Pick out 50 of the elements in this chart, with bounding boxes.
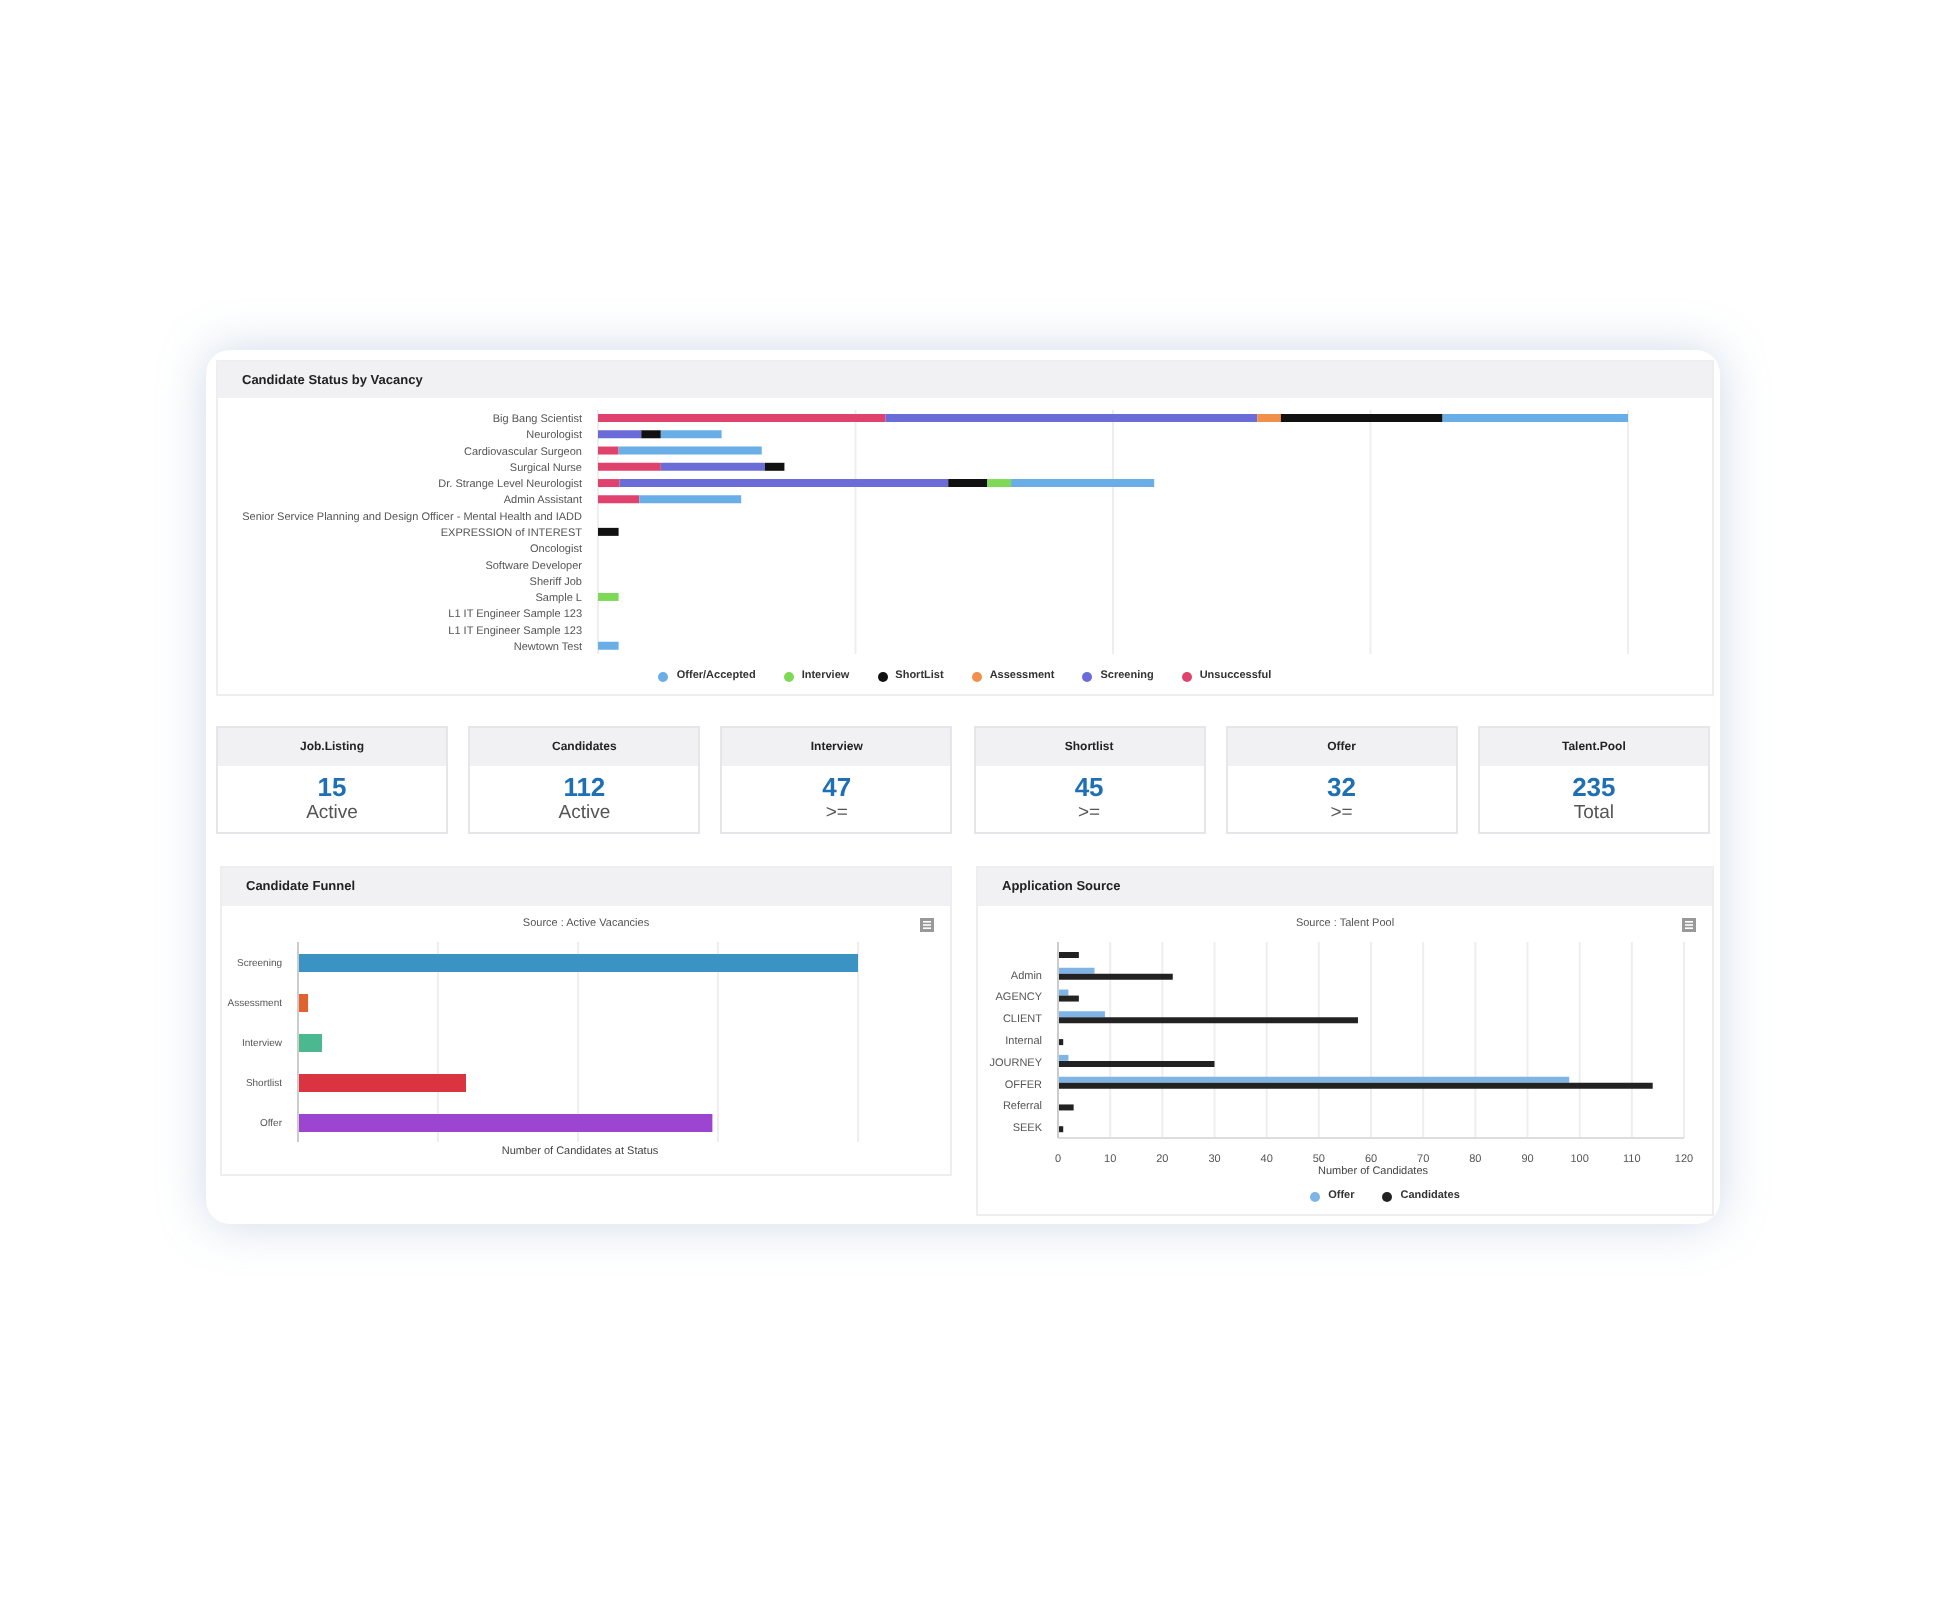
data-label: 47: [820, 770, 854, 802]
bar: [1058, 1060, 1215, 1067]
bar: [639, 495, 742, 504]
bar: [598, 641, 619, 650]
text: >=: [1076, 802, 1103, 828]
data-label: 235: [1570, 770, 1618, 802]
bar: [764, 462, 785, 471]
bar: [298, 1114, 713, 1132]
bar: [598, 462, 661, 471]
bar: [298, 1074, 466, 1092]
bar: [1442, 414, 1628, 422]
data-label: 45: [1072, 770, 1106, 802]
bar: [1058, 952, 1079, 958]
bar: [1058, 967, 1095, 974]
bar: [1058, 1076, 1570, 1083]
text: >=: [823, 802, 850, 828]
bar: [619, 479, 949, 488]
text: Active: [304, 802, 360, 828]
bar: [987, 479, 1012, 488]
bar: [598, 430, 642, 439]
text: >=: [1328, 802, 1355, 828]
bar: [598, 527, 619, 536]
bar: [1257, 414, 1281, 422]
bar: [1058, 1011, 1105, 1018]
text: Active: [556, 802, 613, 828]
bar: [660, 462, 765, 471]
bar: [598, 592, 619, 601]
bar: [660, 430, 722, 439]
bar: [1011, 479, 1155, 488]
bar: [885, 414, 1258, 422]
bar: [598, 495, 640, 504]
bar: [598, 479, 620, 488]
bar: [298, 954, 858, 972]
bar: [618, 446, 762, 455]
data-label: 15: [315, 770, 349, 802]
bar: [598, 414, 886, 422]
bar: [1058, 1082, 1653, 1089]
bar: [298, 1034, 323, 1052]
bar: [641, 430, 661, 439]
bar: [1058, 973, 1173, 980]
bar: [1058, 1104, 1074, 1111]
data-label: 112: [561, 770, 608, 802]
bar: [1058, 1017, 1358, 1024]
text: Total: [1571, 802, 1616, 828]
bar: [298, 994, 309, 1012]
bar: [948, 479, 988, 488]
bar: [1280, 414, 1443, 422]
bar: [1058, 995, 1079, 1002]
data-label: 32: [1325, 770, 1358, 802]
bar: [598, 446, 619, 455]
